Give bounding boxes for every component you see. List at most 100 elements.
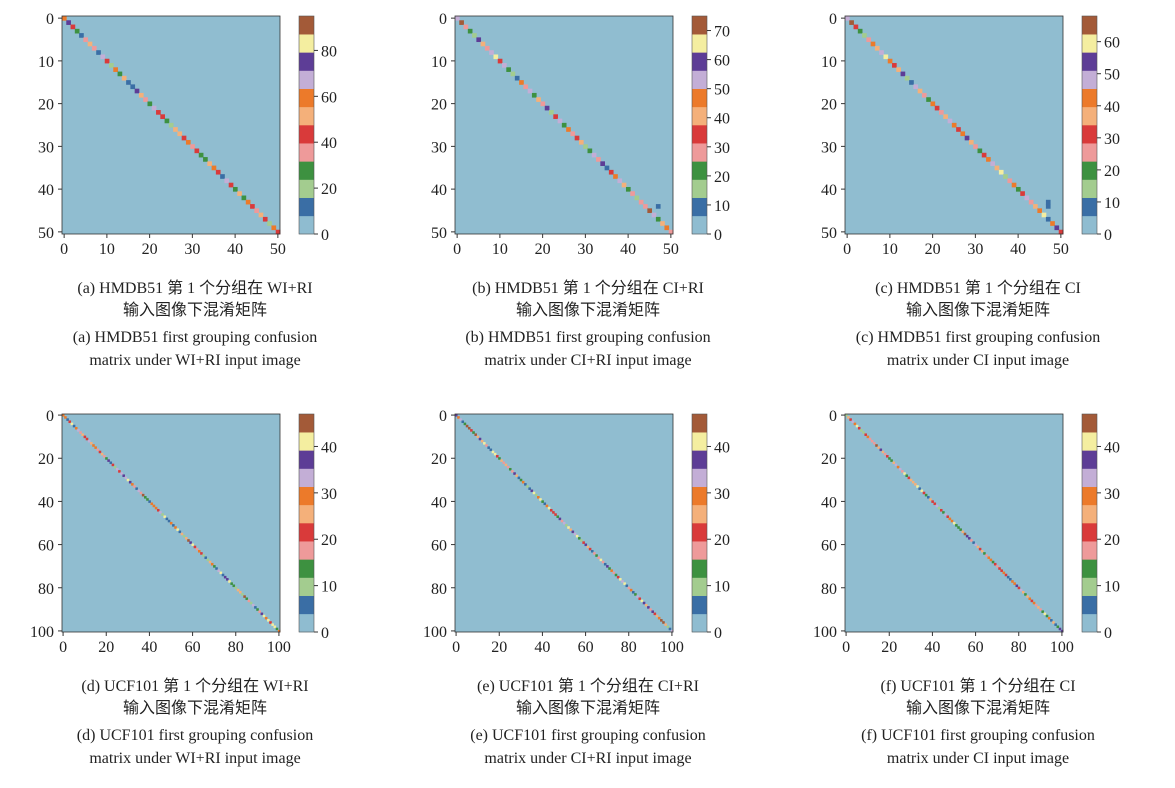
colorbar-segment-c-0 [1082, 215, 1097, 235]
matrix-cell-a-2-2 [70, 24, 76, 30]
colorbar-segment-a-9 [299, 52, 314, 71]
colorbar-tick-label-f-10: 10 [1104, 579, 1120, 596]
matrix-cell-e-20-20 [498, 457, 501, 460]
matrix-cell-b-32-32 [591, 152, 597, 158]
matrix-cell-e-75-75 [616, 575, 620, 579]
x-tick-label-b-30: 30 [577, 241, 593, 258]
x-tick-label-c-20: 20 [925, 241, 941, 258]
matrix-cell-b-38-38 [617, 178, 623, 184]
matrix-cell-e-99-99 [668, 627, 672, 631]
matrix-cell-e-77-77 [621, 580, 624, 583]
matrix-cell-a-43-43 [245, 199, 251, 205]
matrix-cell-e-78-78 [623, 582, 626, 585]
matrix-cell-d-71-71 [215, 567, 218, 570]
matrix-cell-b-44-44 [643, 204, 648, 209]
matrix-cell-a-37-37 [220, 174, 225, 179]
matrix-cell-c-10-10 [887, 58, 893, 64]
colorbar-tick-label-c-30: 30 [1104, 131, 1120, 148]
matrix-cell-b-7-7 [484, 45, 490, 51]
matrix-cell-f-21-21 [890, 459, 893, 462]
matrix-cell-a-38-38 [224, 178, 230, 184]
colorbar-segment-b-8 [692, 70, 707, 89]
matrix-cell-b-42-42 [634, 195, 640, 201]
matrix-cell-f-86-86 [1030, 599, 1034, 603]
heatmap-svg-d: 0 0 20 20 40 40 60 60 80 80 100 100 0 10 20 30 40 [30, 408, 337, 656]
matrix-cell-d-75-75 [223, 575, 227, 579]
colorbar-segment-f-6 [1082, 504, 1097, 524]
matrix-cell-f-36-36 [922, 491, 926, 495]
matrix-cell-e-50-50 [562, 521, 566, 525]
matrix-cell-c-23-23 [943, 114, 948, 119]
matrix-cell-d-47-47 [163, 515, 167, 519]
matrix-cell-f-40-40 [931, 500, 934, 503]
matrix-cell-e-2-2 [459, 418, 462, 421]
y-tick-label-f-0: 0 [829, 408, 837, 425]
matrix-cell-e-17-17 [491, 450, 495, 454]
colorbar-tick-label-c-10: 10 [1104, 195, 1120, 212]
matrix-cell-d-45-45 [159, 511, 162, 514]
matrix-cell-f-4-4 [853, 422, 857, 426]
matrix-cell-b-8-8 [489, 50, 494, 55]
matrix-cell-d-63-63 [197, 549, 201, 553]
matrix-cell-b-48-48 [660, 221, 665, 226]
y-tick-label-e-40: 40 [431, 494, 447, 511]
matrix-cell-d-76-76 [226, 578, 229, 581]
caption-zh2-b: 输入图像下混淆矩阵 [515, 302, 660, 319]
matrix-cell-f-43-43 [937, 506, 941, 510]
caption-zh2-a: 输入图像下混淆矩阵 [122, 302, 267, 319]
matrix-cell-b-44-47 [655, 204, 661, 209]
matrix-cell-e-33-33 [526, 485, 529, 488]
matrix-cell-f-82-82 [1021, 590, 1025, 594]
colorbar-tick-label-d-40: 40 [321, 439, 337, 456]
colorbar-segment-d-3 [299, 559, 314, 578]
x-tick-label-c-30: 30 [967, 241, 983, 258]
matrix-cell-e-27-27 [513, 472, 516, 475]
matrix-cell-b-27-27 [570, 131, 576, 137]
matrix-cell-f-83-83 [1024, 593, 1027, 596]
x-tick-label-e-0: 0 [452, 639, 460, 656]
matrix-cell-e-86-86 [640, 599, 644, 603]
caption-en2-c: matrix under CI input image [886, 352, 1070, 369]
matrix-cell-e-87-87 [642, 601, 646, 605]
x-tick-label-e-40: 40 [534, 639, 550, 656]
x-tick-label-a-10: 10 [99, 241, 115, 258]
matrix-cell-c-28-28 [964, 135, 970, 141]
colorbar-frame-c [1081, 15, 1098, 235]
y-tick-label-f-20: 20 [821, 451, 837, 468]
colorbar-segment-d-4 [299, 541, 314, 560]
colorbar-segment-c-4 [1082, 143, 1097, 162]
matrix-cell-a-3-3 [74, 28, 80, 34]
matrix-cell-a-10-10 [104, 58, 110, 64]
matrix-cell-d-84-84 [243, 595, 246, 598]
matrix-cell-b-6-6 [480, 41, 486, 47]
y-tick-label-e-20: 20 [431, 451, 447, 468]
matrix-cell-e-57-57 [578, 537, 581, 540]
caption-zh-b: (b) HMDB51 第 1 个分组在 CI+RI [472, 280, 704, 297]
matrix-cell-d-90-90 [256, 608, 259, 611]
colorbar-tick-label-c-0: 0 [1104, 227, 1112, 244]
matrix-cell-e-96-96 [662, 621, 665, 624]
matrix-cell-f-94-94 [1047, 616, 1051, 620]
matrix-cell-e-88-88 [644, 603, 648, 607]
y-tick-label-b-30: 30 [431, 139, 447, 156]
matrix-cell-e-12-12 [480, 439, 484, 443]
chart-panel-c: 0 0 10 10 20 20 30 30 40 40 50 50 0 10 20 30 40 50 60 (c) … [783, 0, 1173, 390]
matrix-cell-c-29-29 [968, 139, 974, 145]
matrix-cell-c-48-48 [1050, 221, 1055, 226]
matrix-cell-a-48-48 [267, 221, 272, 226]
matrix-cell-e-43-43 [547, 506, 551, 510]
matrix-cell-d-33-33 [133, 485, 136, 488]
matrix-cell-b-11-11 [502, 63, 507, 68]
colorbar-segment-a-5 [299, 125, 314, 144]
colorbar-segment-e-3 [692, 559, 707, 578]
colorbar-segment-c-1 [1082, 197, 1097, 217]
x-tick-label-c-40: 40 [1010, 241, 1026, 258]
x-tick-label-d-0: 0 [59, 639, 67, 656]
matrix-cell-b-26-26 [566, 127, 571, 132]
matrix-cell-e-34-34 [528, 487, 531, 490]
matrix-cell-f-29-29 [907, 476, 911, 480]
colorbar-segment-d-10 [299, 432, 314, 451]
matrix-cell-f-67-67 [989, 558, 993, 562]
y-tick-label-c-40: 40 [821, 182, 837, 199]
caption-zh-a: (a) HMDB51 第 1 个分组在 WI+RI [77, 280, 313, 297]
